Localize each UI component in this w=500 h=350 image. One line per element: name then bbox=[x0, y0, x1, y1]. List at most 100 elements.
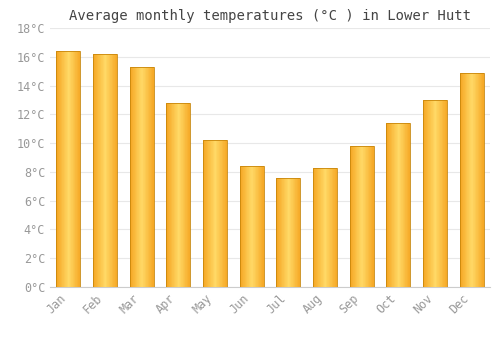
Bar bbox=[472, 72, 473, 287]
Bar bbox=[364, 146, 365, 287]
Bar bbox=[473, 72, 474, 287]
Bar bbox=[182, 103, 183, 287]
Bar bbox=[177, 103, 178, 287]
Bar bbox=[279, 178, 280, 287]
Bar bbox=[475, 72, 476, 287]
Bar bbox=[434, 100, 435, 287]
Bar bbox=[64, 51, 65, 287]
Bar bbox=[398, 123, 399, 287]
Bar bbox=[296, 178, 298, 287]
Bar bbox=[287, 178, 288, 287]
Bar bbox=[470, 72, 471, 287]
Bar bbox=[152, 67, 153, 287]
Bar bbox=[151, 67, 152, 287]
Bar bbox=[172, 103, 173, 287]
Bar bbox=[79, 51, 80, 287]
Bar bbox=[350, 146, 351, 287]
Bar bbox=[131, 67, 132, 287]
Bar bbox=[332, 168, 334, 287]
Bar bbox=[400, 123, 402, 287]
Bar bbox=[477, 72, 478, 287]
Bar bbox=[146, 67, 147, 287]
Bar bbox=[213, 140, 214, 287]
Bar bbox=[471, 72, 472, 287]
Bar bbox=[262, 166, 263, 287]
Bar bbox=[350, 146, 374, 287]
Bar bbox=[147, 67, 148, 287]
Bar bbox=[331, 168, 332, 287]
Bar bbox=[98, 54, 99, 287]
Bar bbox=[321, 168, 322, 287]
Bar bbox=[180, 103, 182, 287]
Bar bbox=[315, 168, 316, 287]
Bar bbox=[369, 146, 370, 287]
Bar bbox=[153, 67, 154, 287]
Bar bbox=[65, 51, 66, 287]
Bar bbox=[474, 72, 475, 287]
Bar bbox=[138, 67, 140, 287]
Bar bbox=[436, 100, 437, 287]
Bar bbox=[216, 140, 217, 287]
Bar bbox=[408, 123, 409, 287]
Bar bbox=[60, 51, 61, 287]
Bar bbox=[137, 67, 138, 287]
Bar bbox=[292, 178, 293, 287]
Bar bbox=[483, 72, 484, 287]
Bar bbox=[256, 166, 257, 287]
Bar bbox=[405, 123, 406, 287]
Bar bbox=[56, 51, 80, 287]
Bar bbox=[69, 51, 70, 287]
Bar bbox=[189, 103, 190, 287]
Bar bbox=[361, 146, 362, 287]
Bar bbox=[106, 54, 107, 287]
Bar bbox=[259, 166, 260, 287]
Bar bbox=[109, 54, 110, 287]
Bar bbox=[134, 67, 135, 287]
Bar bbox=[313, 168, 314, 287]
Bar bbox=[171, 103, 172, 287]
Bar bbox=[299, 178, 300, 287]
Bar bbox=[426, 100, 428, 287]
Bar bbox=[425, 100, 426, 287]
Bar bbox=[372, 146, 373, 287]
Bar bbox=[282, 178, 283, 287]
Bar bbox=[242, 166, 244, 287]
Bar bbox=[406, 123, 408, 287]
Bar bbox=[130, 67, 131, 287]
Bar bbox=[276, 178, 277, 287]
Bar bbox=[145, 67, 146, 287]
Bar bbox=[174, 103, 175, 287]
Bar bbox=[370, 146, 371, 287]
Bar bbox=[396, 123, 397, 287]
Bar bbox=[72, 51, 73, 287]
Bar bbox=[465, 72, 466, 287]
Bar bbox=[395, 123, 396, 287]
Bar bbox=[352, 146, 354, 287]
Bar bbox=[219, 140, 220, 287]
Bar bbox=[248, 166, 250, 287]
Bar bbox=[111, 54, 112, 287]
Bar bbox=[184, 103, 185, 287]
Bar bbox=[322, 168, 323, 287]
Bar bbox=[261, 166, 262, 287]
Bar bbox=[240, 166, 241, 287]
Bar bbox=[166, 103, 190, 287]
Bar bbox=[330, 168, 331, 287]
Bar bbox=[149, 67, 150, 287]
Bar bbox=[445, 100, 446, 287]
Bar bbox=[110, 54, 111, 287]
Bar bbox=[144, 67, 145, 287]
Bar bbox=[183, 103, 184, 287]
Bar bbox=[290, 178, 292, 287]
Bar bbox=[212, 140, 213, 287]
Bar bbox=[430, 100, 431, 287]
Bar bbox=[203, 140, 227, 287]
Bar bbox=[481, 72, 482, 287]
Bar bbox=[357, 146, 358, 287]
Bar bbox=[188, 103, 189, 287]
Bar bbox=[442, 100, 444, 287]
Bar bbox=[179, 103, 180, 287]
Bar bbox=[68, 51, 69, 287]
Bar bbox=[225, 140, 226, 287]
Bar bbox=[367, 146, 368, 287]
